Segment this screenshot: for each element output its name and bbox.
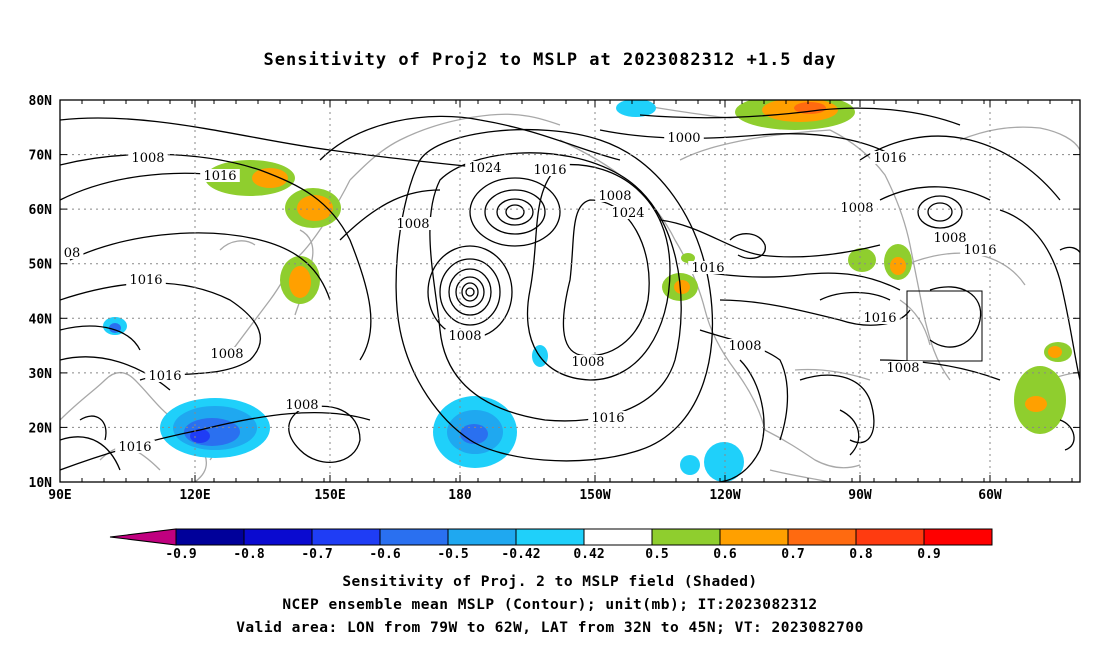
lon-label: 90E <box>48 488 71 503</box>
contour-label: 1016 <box>118 440 151 455</box>
lat-label: 20N <box>29 421 53 436</box>
valid-area-box <box>906 290 983 362</box>
graticule <box>60 100 1080 482</box>
contour-label: 08 <box>64 246 81 261</box>
contour-label: 1008 <box>448 329 481 344</box>
lat-label: 80N <box>29 94 53 109</box>
lat-label: 60N <box>29 203 53 218</box>
contour-label: 1008 <box>598 189 631 204</box>
colorbar-tick-label: -0.7 <box>301 547 332 562</box>
colorbar-swatch <box>311 528 381 546</box>
colorbar-tick-label: -0.9 <box>165 547 196 562</box>
contour-label: 1008 <box>728 339 761 354</box>
colorbar-swatch <box>855 528 925 546</box>
colorbar-swatch <box>651 528 721 546</box>
colorbar-swatch <box>243 528 313 546</box>
lon-label: 120W <box>709 488 740 503</box>
colorbar-tick-label: 0.5 <box>645 547 668 562</box>
lat-label: 10N <box>29 476 53 491</box>
contour-label: 1016 <box>863 311 896 326</box>
colorbar-tick-label: -0.6 <box>369 547 400 562</box>
latitude-labels: 80N 70N 60N 50N 40N 30N 20N 10N <box>29 94 53 491</box>
contour-label: 1008 <box>571 355 604 370</box>
mslp-contours <box>60 107 1080 482</box>
colorbar-tick-label: 0.9 <box>917 547 940 562</box>
contour-label: 1000 <box>667 131 700 146</box>
map-frame <box>59 99 1081 483</box>
colorbar-tick-label: -0.8 <box>233 547 264 562</box>
contour-label: 1016 <box>963 243 996 258</box>
contour-label: 1016 <box>148 369 181 384</box>
lon-label: 120E <box>179 488 210 503</box>
contour-label: 1016 <box>129 273 162 288</box>
lon-label: 150W <box>579 488 610 503</box>
axis-ticks <box>59 99 1080 483</box>
lon-label: 180 <box>448 488 472 503</box>
lat-label: 40N <box>29 312 53 327</box>
sensitivity-shading <box>103 100 1072 482</box>
lon-label: 90W <box>848 488 872 503</box>
caption-line-3: Valid area: LON from 79W to 62W, LAT fro… <box>236 620 864 636</box>
contour-label: 1016 <box>691 261 724 276</box>
contour-label: 1008 <box>396 217 429 232</box>
contour-label: 1008 <box>840 201 873 216</box>
lon-label: 60W <box>978 488 1002 503</box>
map-title: Sensitivity of Proj2 to MSLP at 20230823… <box>263 50 837 70</box>
colorbar-swatch <box>719 528 789 546</box>
contour-label: 1008 <box>285 398 318 413</box>
colorbar-swatch <box>175 528 245 546</box>
colorbar-tick-label: -0.5 <box>437 547 468 562</box>
contour-label: 1008 <box>886 361 919 376</box>
colorbar-tick-label: 0.8 <box>849 547 873 562</box>
contour-label: 1016 <box>203 169 236 184</box>
lat-label: 70N <box>29 149 53 164</box>
contour-label: 1024 <box>468 161 501 176</box>
contour-label: 1008 <box>210 347 243 362</box>
contour-label: 1016 <box>591 411 624 426</box>
colorbar-swatch <box>787 528 857 546</box>
contour-label: 1008 <box>933 231 966 246</box>
colorbar-tick-label: -0.42 <box>501 547 540 562</box>
colorbar-tick-label: 0.6 <box>713 547 737 562</box>
colorbar-tick-labels: -0.9 -0.8 -0.7 -0.6 -0.5 -0.42 0.42 0.5 0.6 0.7 0.… <box>165 547 940 562</box>
colorbar-swatch <box>515 528 585 546</box>
lat-label: 50N <box>29 258 53 273</box>
colorbar-swatch <box>379 528 449 546</box>
contour-label: 1008 <box>131 151 164 166</box>
contour-label: 1024 <box>611 206 644 221</box>
longitude-labels: 90E 120E 150E 180 150W 120W 90W 60W <box>48 488 1002 503</box>
colorbar-swatch <box>447 528 517 546</box>
colorbar-tick-label: 0.42 <box>573 547 604 562</box>
colorbar-swatch <box>923 528 993 546</box>
colorbar-swatch <box>583 528 653 546</box>
lon-label: 150E <box>314 488 345 503</box>
caption-line-1: Sensitivity of Proj. 2 to MSLP field (Sh… <box>342 574 758 590</box>
colorbar-min-arrow <box>109 528 177 546</box>
caption-line-2: NCEP ensemble mean MSLP (Contour); unit(… <box>282 597 818 613</box>
lat-label: 30N <box>29 367 53 382</box>
contour-label: 1016 <box>873 151 906 166</box>
colorbar <box>109 528 993 546</box>
contour-label: 1016 <box>533 163 566 178</box>
colorbar-tick-label: 0.7 <box>781 547 804 562</box>
